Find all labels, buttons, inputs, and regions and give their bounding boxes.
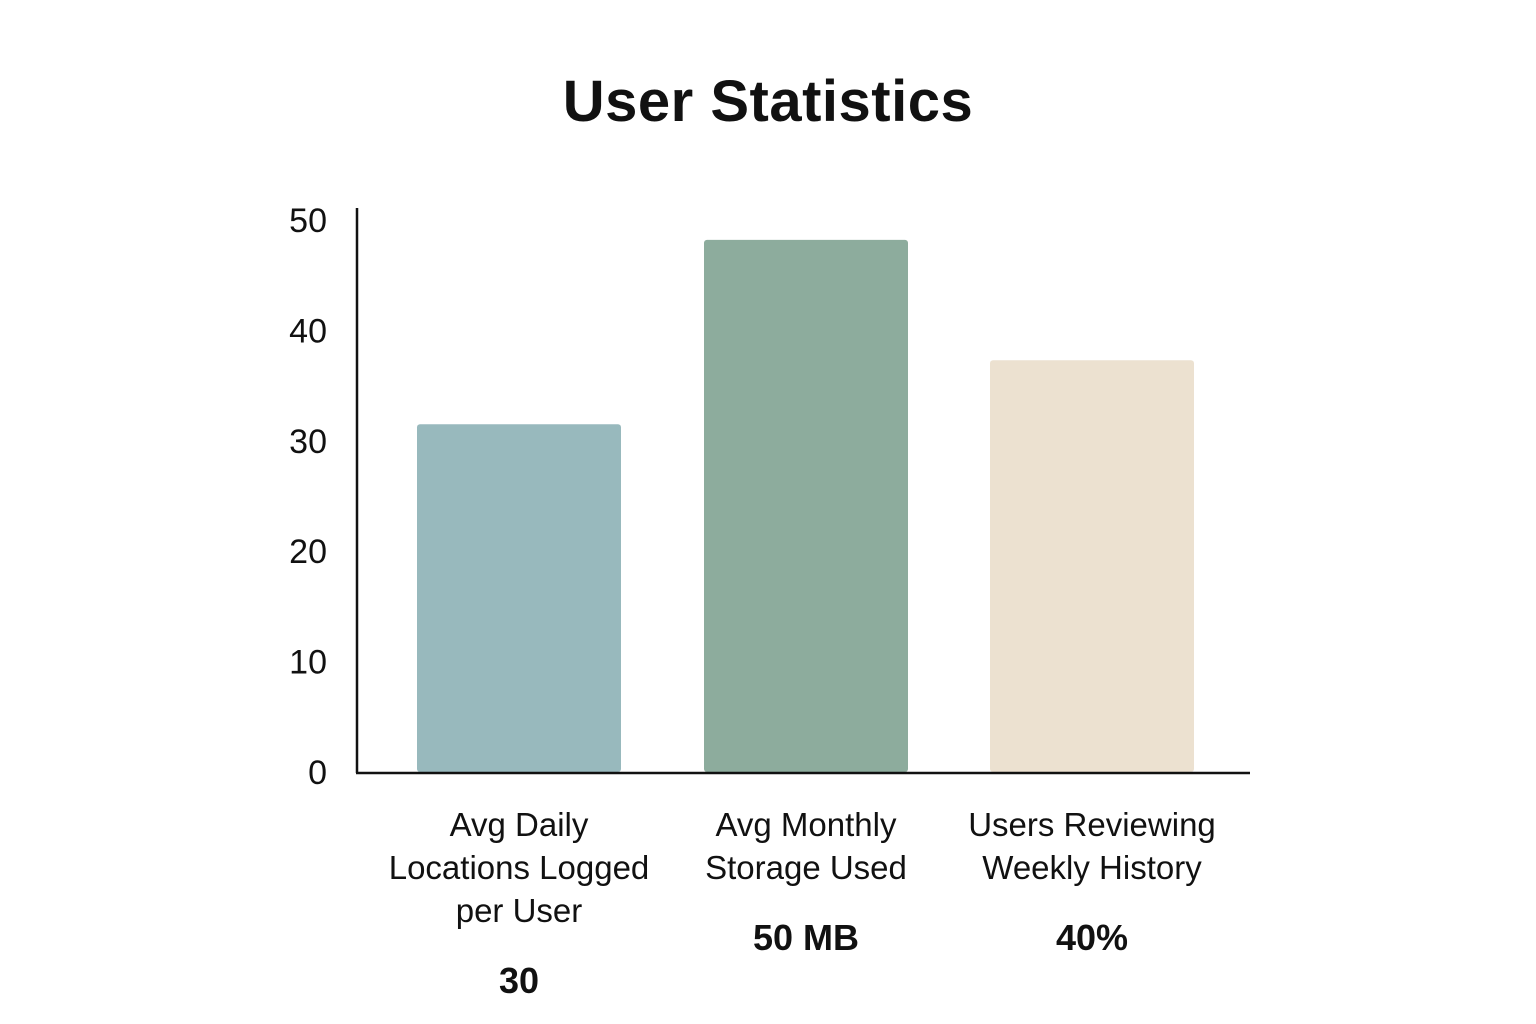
chart-title: User Statistics <box>562 69 974 134</box>
value-label: 30 <box>499 960 539 1001</box>
bar-2 <box>704 239 908 772</box>
category-label: Locations Logged <box>389 849 650 886</box>
y-axis-ticks: 0 10 20 30 40 50 <box>289 202 327 792</box>
y-tick-label: 10 <box>289 644 327 682</box>
category-label: Storage Used <box>705 849 907 886</box>
bar-1 <box>417 424 621 772</box>
y-tick-label: 30 <box>289 423 327 461</box>
category-label: Avg Monthly <box>716 806 897 843</box>
y-tick-label: 0 <box>308 754 327 792</box>
y-tick-label: 40 <box>289 312 327 350</box>
y-tick-label: 20 <box>289 533 327 571</box>
category-label: Avg Daily <box>450 806 589 843</box>
bar-3 <box>990 360 1194 772</box>
value-label: 40% <box>1056 917 1128 958</box>
value-labels: 30 50 MB 40% <box>499 917 1128 1001</box>
category-label: per User <box>456 892 583 929</box>
y-tick-label: 50 <box>289 202 327 240</box>
category-label: Weekly History <box>982 849 1202 886</box>
category-label: Users Reviewing <box>968 806 1216 843</box>
category-labels: Avg Daily Locations Logged per User Avg Mon… <box>389 806 1216 929</box>
bars <box>417 239 1194 772</box>
value-label: 50 MB <box>753 917 859 958</box>
